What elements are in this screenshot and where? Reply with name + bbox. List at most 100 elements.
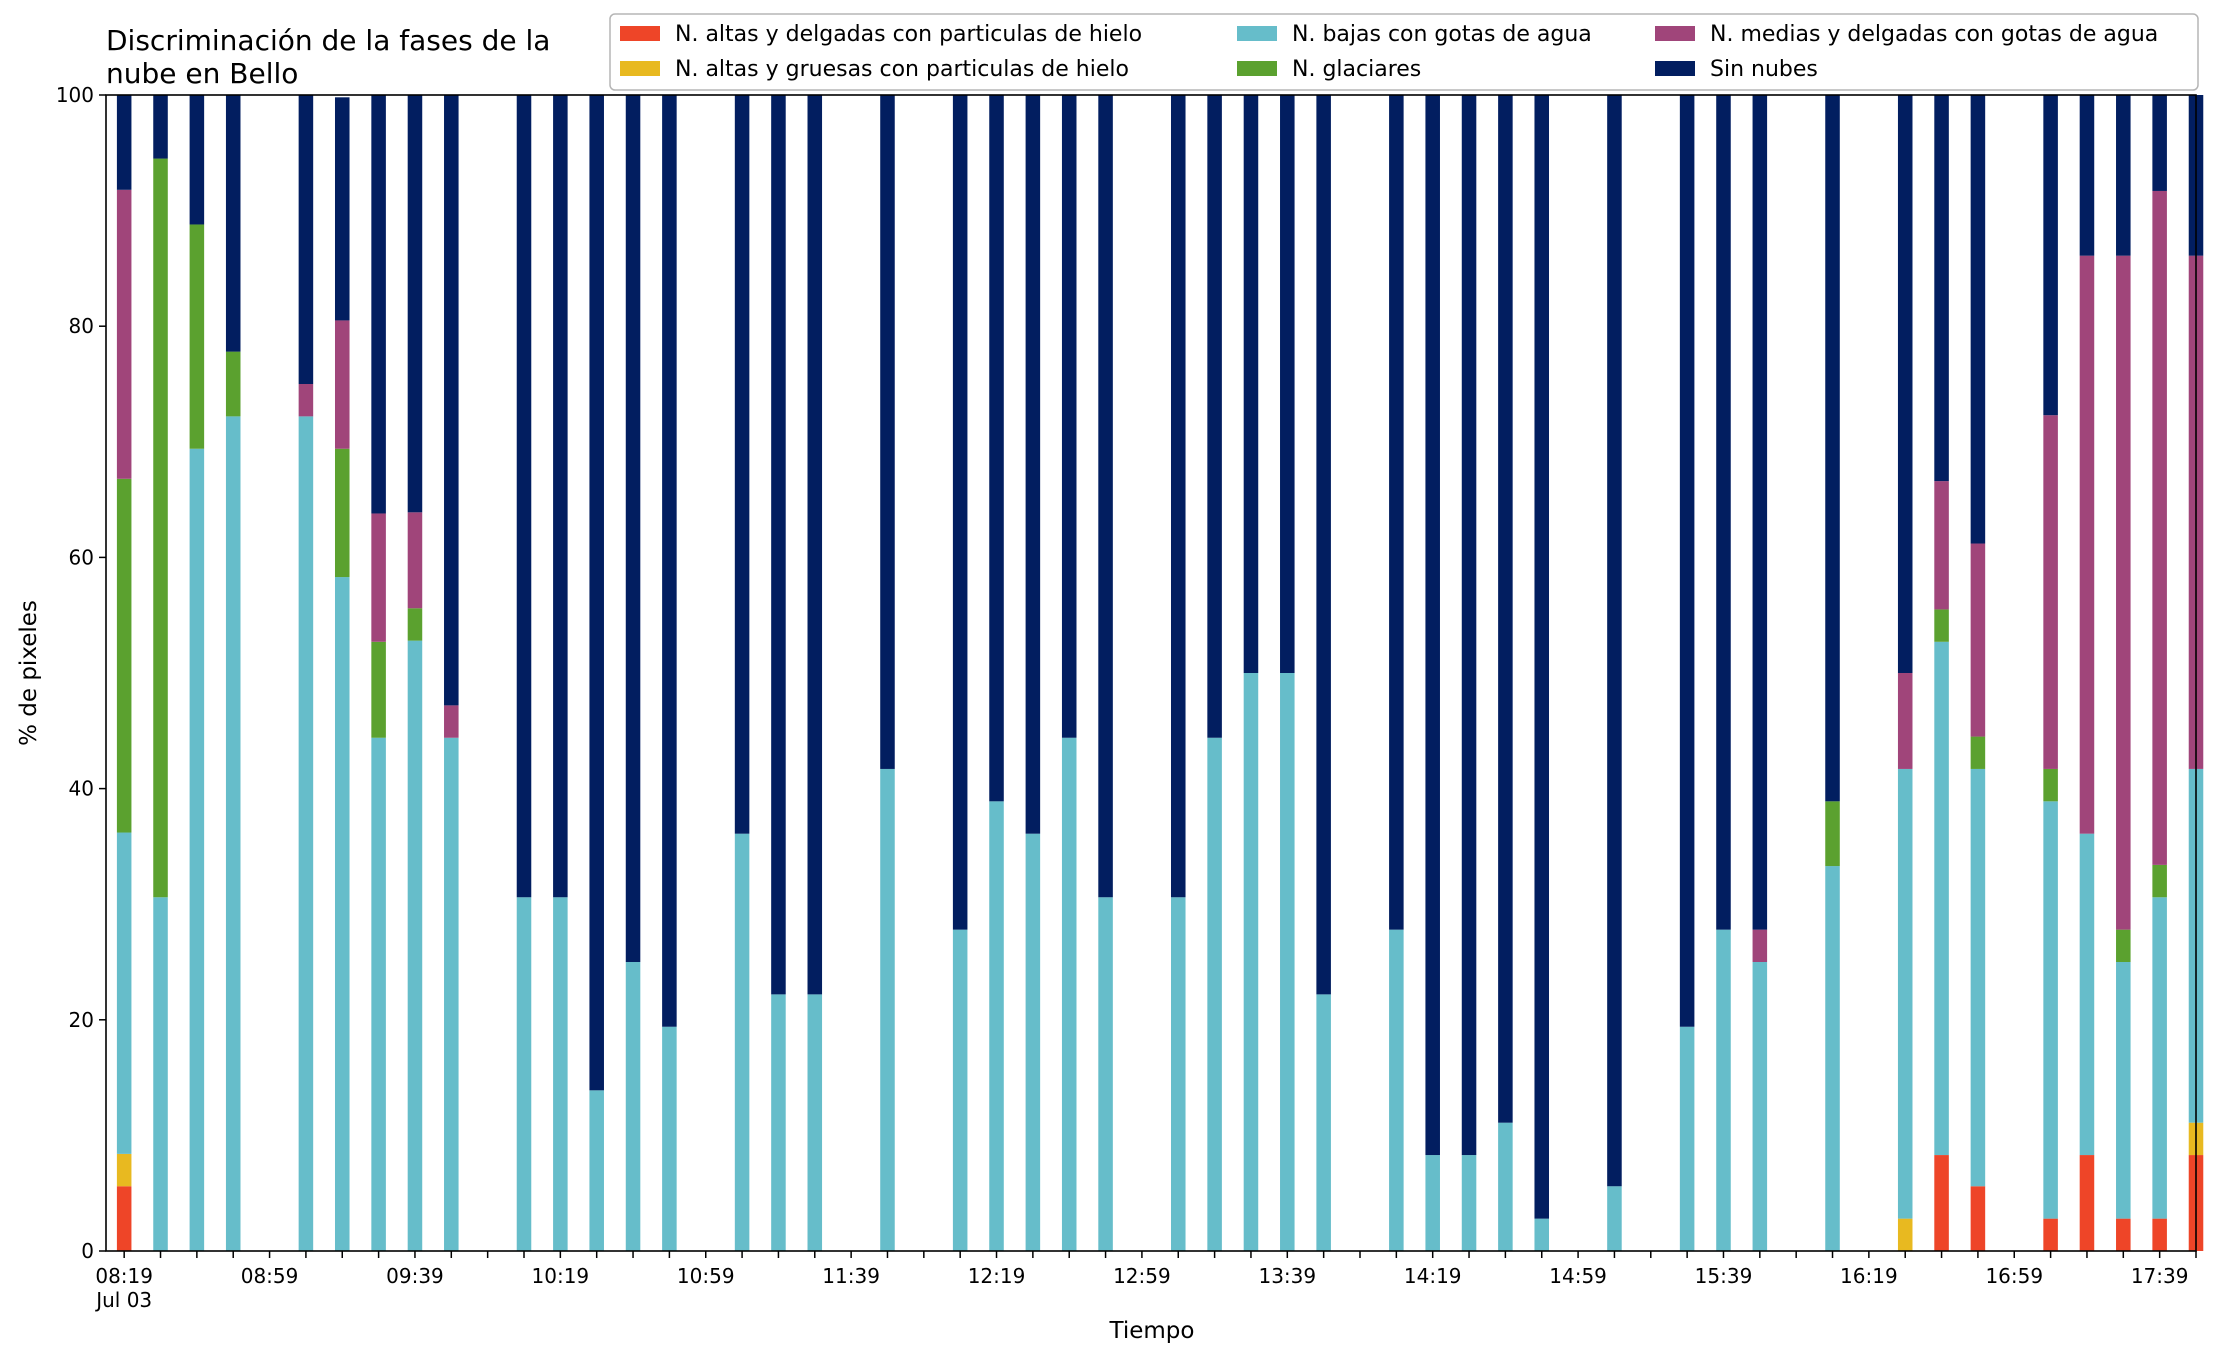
bar-segment-n-bajas-con-gotas-de-agua — [880, 768, 895, 1251]
bar-segment-n-glaciares — [189, 224, 205, 449]
bar-segment-sin-nubes — [1607, 95, 1622, 1187]
bar-segment-n-altas-y-gruesas-con-particulas-de-hielo — [1897, 1218, 1913, 1251]
bar-segment-n-glaciares — [334, 448, 350, 578]
bar-segment-sin-nubes — [1897, 95, 1913, 673]
y-tick-label: 40 — [69, 777, 94, 801]
bar-segment-sin-nubes — [1498, 95, 1513, 1123]
bar-segment-n-bajas-con-gotas-de-agua — [625, 962, 641, 1251]
bar-segment-n-medias-y-delgadas-con-gotas-de-agua — [116, 189, 132, 479]
x-tick-label: 17:39 — [2131, 1264, 2189, 1288]
bar-segment-sin-nubes — [334, 97, 350, 321]
y-tick-label: 60 — [69, 545, 94, 569]
legend-swatch-n-bajas-con-gotas-de-agua — [1237, 26, 1277, 41]
bar-segment-n-altas-y-gruesas-con-particulas-de-hielo — [116, 1153, 132, 1187]
bar-segment-n-bajas-con-gotas-de-agua — [1934, 641, 1949, 1156]
bar-segment-sin-nubes — [1679, 95, 1695, 1027]
chart-title-line-1: Discriminación de la fases de la — [106, 24, 550, 57]
bar-segment-sin-nubes — [1316, 95, 1331, 995]
bar-segment-sin-nubes — [371, 95, 386, 514]
y-tick-label: 20 — [69, 1008, 94, 1032]
bar-segment-sin-nubes — [589, 95, 604, 1091]
bar-segment-n-bajas-con-gotas-de-agua — [1389, 929, 1404, 1251]
legend-box — [609, 13, 2199, 91]
bar-segment-n-altas-y-delgadas-con-particulas-de-hielo — [2152, 1218, 2167, 1251]
bar-segment-n-bajas-con-gotas-de-agua — [2079, 833, 2095, 1156]
y-tick-label: 100 — [56, 83, 94, 107]
bar-segment-sin-nubes — [2043, 95, 2058, 416]
bar-segment-n-glaciares — [2152, 864, 2167, 898]
legend-swatch-n-altas-y-delgadas-con-particulas-de-hielo — [620, 26, 660, 41]
bar-segment-n-medias-y-delgadas-con-gotas-de-agua — [2116, 255, 2131, 930]
bar-segment-n-bajas-con-gotas-de-agua — [1207, 737, 1222, 1251]
bar-segment-n-bajas-con-gotas-de-agua — [1061, 737, 1077, 1251]
bar-segment-n-medias-y-delgadas-con-gotas-de-agua — [2043, 415, 2058, 769]
bar-segment-n-bajas-con-gotas-de-agua — [734, 833, 750, 1251]
x-tick-label: 14:59 — [1549, 1264, 1607, 1288]
bar-segment-n-bajas-con-gotas-de-agua — [116, 832, 132, 1154]
bar-segment-n-glaciares — [153, 158, 168, 898]
bar-segment-n-bajas-con-gotas-de-agua — [1825, 866, 1840, 1251]
x-tick-label: 10:19 — [532, 1264, 590, 1288]
bar-segment-n-bajas-con-gotas-de-agua — [1025, 833, 1041, 1251]
bar-segment-sin-nubes — [298, 95, 314, 384]
bar-segment-n-glaciares — [1970, 736, 1986, 769]
legend-swatch-n-glaciares — [1237, 61, 1277, 76]
bar-segment-sin-nubes — [1825, 95, 1840, 802]
bar-segment-sin-nubes — [1098, 95, 1113, 898]
x-tick-label: 09:39 — [386, 1264, 444, 1288]
bar-segment-sin-nubes — [553, 95, 568, 898]
bar-segment-n-bajas-con-gotas-de-agua — [1498, 1122, 1513, 1251]
x-tick-label: 15:39 — [1695, 1264, 1753, 1288]
bar-segment-n-bajas-con-gotas-de-agua — [1425, 1155, 1440, 1251]
bar-segment-sin-nubes — [444, 95, 459, 706]
bar-segment-n-bajas-con-gotas-de-agua — [1243, 673, 1259, 1251]
bar-segment-sin-nubes — [880, 95, 895, 769]
x-date-label: Jul 03 — [94, 1288, 152, 1312]
bar-segment-n-bajas-con-gotas-de-agua — [1607, 1186, 1622, 1251]
bar-segment-n-bajas-con-gotas-de-agua — [553, 897, 568, 1251]
y-tick-label: 80 — [69, 314, 94, 338]
bar-segment-n-glaciares — [2116, 929, 2131, 962]
bar-segment-n-bajas-con-gotas-de-agua — [662, 1026, 677, 1251]
bar-segment-sin-nubes — [225, 95, 241, 352]
bar-segment-n-bajas-con-gotas-de-agua — [1970, 768, 1986, 1187]
bar-segment-n-glaciares — [116, 478, 132, 833]
y-axis-label: % de pixeles — [16, 600, 42, 746]
bar-segment-n-medias-y-delgadas-con-gotas-de-agua — [371, 513, 386, 642]
legend-swatch-n-medias-y-delgadas-con-gotas-de-agua — [1655, 26, 1695, 41]
x-tick-label: 16:59 — [1985, 1264, 2043, 1288]
legend-label-sin-nubes: Sin nubes — [1710, 57, 1818, 82]
bar-segment-n-bajas-con-gotas-de-agua — [989, 801, 1004, 1251]
bar-segment-n-bajas-con-gotas-de-agua — [771, 994, 786, 1251]
bar-segment-n-bajas-con-gotas-de-agua — [225, 416, 241, 1251]
legend-label-n-altas-y-gruesas-con-particulas-de-hielo: N. altas y gruesas con particulas de hie… — [675, 57, 1129, 82]
bar-segment-sin-nubes — [1534, 95, 1550, 1219]
bar-segment-sin-nubes — [1280, 95, 1295, 673]
y-tick-label: 0 — [81, 1239, 94, 1263]
bar-segment-sin-nubes — [771, 95, 786, 995]
bar-segment-n-glaciares — [2043, 768, 2058, 802]
bar-segment-sin-nubes — [1970, 95, 1986, 544]
bar-segment-n-bajas-con-gotas-de-agua — [153, 897, 168, 1251]
bar-segment-n-medias-y-delgadas-con-gotas-de-agua — [2079, 255, 2095, 834]
bar-segment-n-altas-y-delgadas-con-particulas-de-hielo — [2116, 1218, 2131, 1251]
bar-segment-n-bajas-con-gotas-de-agua — [1316, 994, 1331, 1251]
bar-segment-sin-nubes — [807, 95, 823, 995]
legend-label-n-medias-y-delgadas-con-gotas-de-agua: N. medias y delgadas con gotas de agua — [1710, 22, 2158, 47]
bar-segment-sin-nubes — [989, 95, 1004, 802]
bar-segment-n-bajas-con-gotas-de-agua — [807, 994, 823, 1251]
bar-segment-n-bajas-con-gotas-de-agua — [589, 1090, 604, 1251]
bar-segment-sin-nubes — [1243, 95, 1259, 673]
bar-segment-sin-nubes — [734, 95, 750, 834]
legend-swatch-n-altas-y-gruesas-con-particulas-de-hielo — [620, 61, 660, 76]
bar-segment-n-bajas-con-gotas-de-agua — [2043, 801, 2058, 1219]
bar-segment-sin-nubes — [1207, 95, 1222, 738]
legend-swatch-sin-nubes — [1655, 61, 1695, 76]
x-tick-label: 14:19 — [1404, 1264, 1462, 1288]
legend-label-n-glaciares: N. glaciares — [1292, 57, 1421, 82]
bar-segment-n-bajas-con-gotas-de-agua — [1716, 929, 1731, 1251]
bar-segment-n-bajas-con-gotas-de-agua — [1098, 897, 1113, 1251]
bar-segment-sin-nubes — [1389, 95, 1404, 930]
